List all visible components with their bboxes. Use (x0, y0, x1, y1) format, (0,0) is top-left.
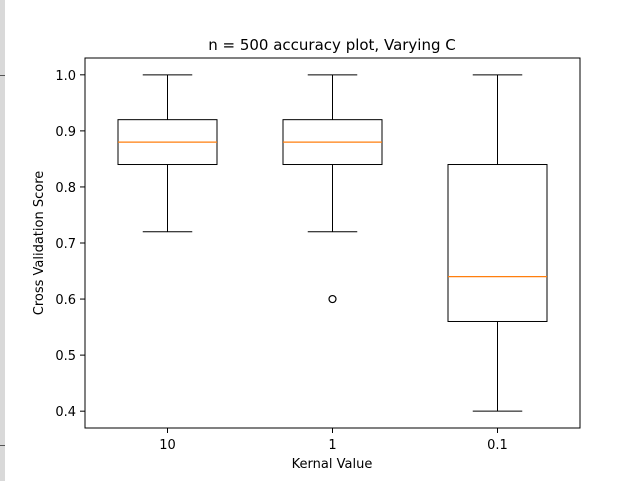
box-group-10 (117, 74, 218, 233)
edge-tick (0, 445, 5, 446)
box-group-0.1 (447, 74, 548, 412)
edge-tick (0, 75, 5, 76)
boxes (117, 74, 548, 412)
chart-title: n = 500 accuracy plot, Varying C (208, 36, 456, 54)
box-group-1 (282, 74, 383, 304)
y-tick-label: 0.4 (55, 405, 76, 420)
x-axis: 10 1 0.1 (159, 428, 508, 453)
y-tick-label: 0.7 (55, 237, 76, 252)
y-tick-label: 0.6 (55, 293, 76, 308)
window-left-edge (0, 0, 5, 481)
y-tick-label: 0.9 (55, 125, 76, 140)
box-body (447, 164, 548, 322)
x-tick-label: 0.1 (487, 438, 508, 453)
x-axis-label: Kernal Value (292, 457, 373, 472)
x-tick-label: 1 (328, 438, 336, 453)
y-axis: 0.4 0.5 0.6 0.7 0.8 0.9 1.0 (55, 69, 85, 420)
outlier-point (328, 294, 337, 304)
y-tick-label: 0.8 (55, 181, 76, 196)
x-tick-label: 10 (159, 438, 176, 453)
y-tick-label: 1.0 (55, 69, 76, 84)
y-tick-label: 0.5 (55, 349, 76, 364)
y-axis-label: Cross Validation Score (32, 171, 47, 316)
